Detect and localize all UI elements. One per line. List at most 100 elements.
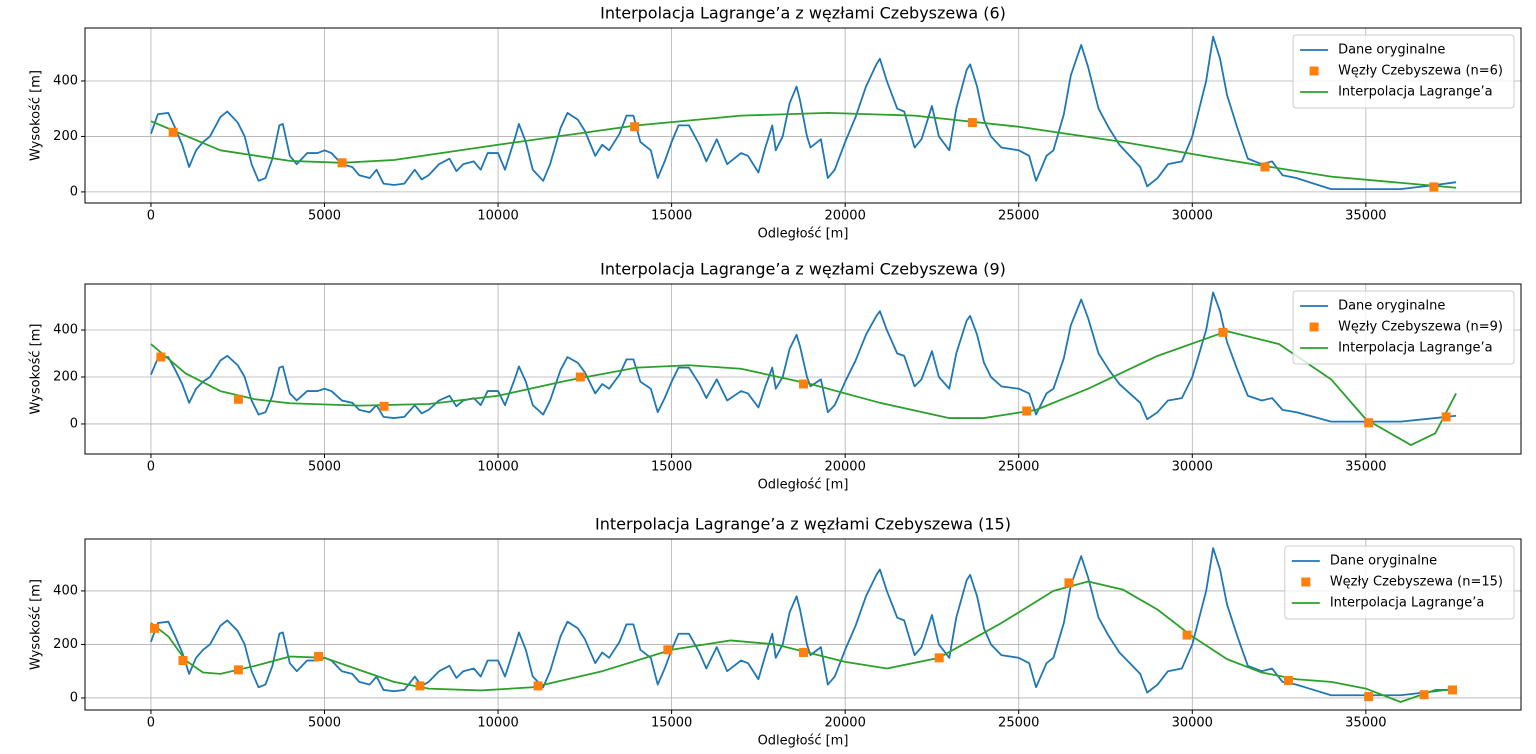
x-tick-label: 35000 [1345,716,1386,731]
x-tick-label: 25000 [998,716,1039,731]
x-tick-label: 10000 [477,716,518,731]
legend: Dane oryginalne Węzły Czebyszewa (n=15) In… [1284,545,1515,620]
node-marker [1064,578,1074,588]
y-tick-label: 0 [70,416,78,431]
node-marker [799,647,809,657]
series-line [150,580,1457,703]
x-tick-label: 5000 [308,716,341,731]
node-marker [799,379,809,389]
node-marker [1441,412,1451,422]
y-tick-label: 0 [70,690,78,705]
y-tick-label: 400 [53,73,78,88]
node-marker [1429,182,1439,192]
x-tick-label: 30000 [1172,460,1213,475]
x-tick-label: 5000 [308,209,341,224]
legend-label: Interpolacja Lagrange’a [1338,85,1493,100]
x-tick-label: 10000 [477,460,518,475]
node-marker [337,158,347,168]
x-tick-label: 15000 [651,716,692,731]
node-marker [1182,630,1192,640]
legend-label: Węzły Czebyszewa (n=9) [1338,320,1503,335]
plot-area [150,547,1457,703]
x-axis-label: Odległość [m] [758,478,849,493]
node-marker [1283,676,1293,686]
node-marker [1448,685,1458,695]
node-marker [379,401,389,411]
legend-box [1292,290,1515,365]
node-marker [1364,692,1374,702]
legend-label: Interpolacja Lagrange’a [1338,341,1493,356]
node-marker [1022,406,1032,416]
node-marker [150,623,160,633]
subplot: Interpolacja Lagrange’a z węzłami Czebys… [29,260,1522,493]
subplot: Interpolacja Lagrange’a z węzłami Czebys… [29,515,1522,749]
node-marker [1419,690,1429,700]
series-line [150,291,1457,423]
node-marker [663,645,673,655]
x-axis-label: Odległość [m] [758,734,849,749]
axes-frame [84,283,1522,455]
y-tick-label: 200 [53,129,78,144]
y-tick-label: 400 [53,583,78,598]
plot-area [150,291,1457,446]
node-marker [156,352,166,362]
node-marker [575,372,585,382]
chart-title: Interpolacja Lagrange’a z węzłami Czebys… [595,515,1011,534]
legend-label: Dane oryginalne [1338,43,1445,58]
node-marker [168,127,178,137]
subplot: Interpolacja Lagrange’a z węzłami Czebys… [29,4,1522,242]
legend-label: Dane oryginalne [1330,554,1437,569]
node-marker [967,118,977,128]
series-line [150,35,1457,191]
x-tick-label: 30000 [1172,716,1213,731]
x-tick-label: 0 [147,716,155,731]
x-tick-label: 0 [147,460,155,475]
node-marker [1218,327,1228,337]
node-marker [1260,162,1270,172]
legend-label: Interpolacja Lagrange’a [1330,596,1485,611]
axes-frame [84,27,1522,204]
x-tick-label: 35000 [1345,209,1386,224]
chart-title: Interpolacja Lagrange’a z węzłami Czebys… [600,4,1006,23]
x-tick-label: 20000 [824,209,865,224]
legend-swatch [1301,577,1311,587]
legend-label: Węzły Czebyszewa (n=15) [1330,575,1503,590]
legend-swatch [1309,66,1319,76]
legend-label: Dane oryginalne [1338,299,1445,314]
x-tick-label: 35000 [1345,460,1386,475]
x-tick-label: 25000 [998,460,1039,475]
legend-label: Węzły Czebyszewa (n=6) [1338,64,1503,79]
axes-frame [84,538,1522,711]
legend-swatch [1309,322,1319,332]
y-axis-label: Wysokość [m] [29,324,44,415]
y-tick-label: 400 [53,323,78,338]
legend: Dane oryginalne Węzły Czebyszewa (n=9) Int… [1292,290,1515,365]
legend-box [1284,545,1515,620]
node-marker [233,394,243,404]
node-marker [415,681,425,691]
x-tick-label: 0 [147,209,155,224]
node-marker [934,653,944,663]
x-tick-label: 30000 [1172,209,1213,224]
chart-title: Interpolacja Lagrange’a z węzłami Czebys… [600,260,1006,279]
y-axis-label: Wysokość [m] [29,70,44,161]
x-tick-label: 5000 [308,460,341,475]
y-tick-label: 200 [53,637,78,652]
legend: Dane oryginalne Węzły Czebyszewa (n=6) Int… [1292,34,1515,109]
x-tick-label: 20000 [824,460,865,475]
x-tick-label: 20000 [824,716,865,731]
y-tick-label: 200 [53,369,78,384]
series-line [150,547,1457,697]
x-axis-label: Odległość [m] [758,227,849,242]
x-tick-label: 10000 [477,209,518,224]
x-tick-label: 15000 [651,209,692,224]
y-axis-label: Wysokość [m] [29,579,44,670]
series-line [150,111,1457,189]
legend-box [1292,34,1515,109]
x-tick-label: 15000 [651,460,692,475]
node-marker [178,655,188,665]
x-tick-label: 25000 [998,209,1039,224]
series-line [150,330,1457,446]
node-marker [533,681,543,691]
